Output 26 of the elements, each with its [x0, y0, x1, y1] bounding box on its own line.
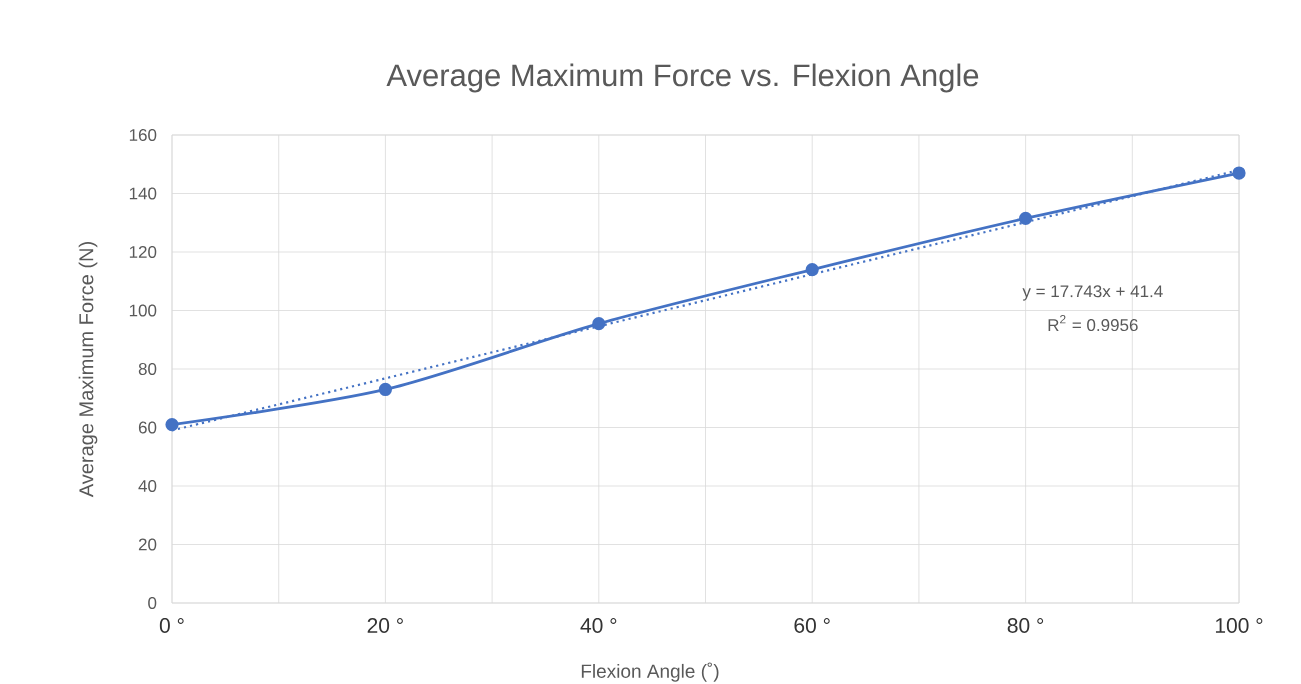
x-tick-label: 60 °	[794, 618, 830, 633]
point	[378, 382, 392, 397]
x-tick-label: 100 °	[1215, 618, 1263, 633]
y-axis-title: Average Maximum Force (N)	[78, 242, 98, 498]
y-tick-label: 160	[129, 128, 157, 142]
x-axis-title: Flexion Angle (˚)	[581, 662, 719, 682]
annotation: R$^{2}$ = 0.9956	[1048, 315, 1138, 332]
y-tick-label: 0	[148, 596, 157, 610]
chart-title: Average Maximum Force vs. Flexion Angle	[386, 63, 979, 93]
x-tick-label: 0 °	[159, 618, 184, 633]
x-tick-label: 20 °	[367, 618, 403, 633]
y-tick-label: 60	[138, 421, 157, 434]
y-tick-label: 120	[129, 245, 157, 259]
point	[1019, 211, 1033, 225]
y-tick-label: 20	[138, 538, 157, 551]
x-tick-label: 40 °	[580, 618, 617, 633]
point	[592, 317, 606, 331]
y-tick-label: 80	[138, 362, 157, 376]
y-tick-label: 140	[129, 187, 157, 200]
x-tick-label: 80 °	[1007, 618, 1044, 633]
point	[1232, 166, 1246, 180]
y-tick-label: 100	[129, 304, 157, 317]
annotation: y = 17.743x + 41.4	[1022, 285, 1163, 301]
point	[805, 262, 819, 277]
y-tick-label: 40	[138, 479, 157, 493]
point	[165, 417, 179, 432]
